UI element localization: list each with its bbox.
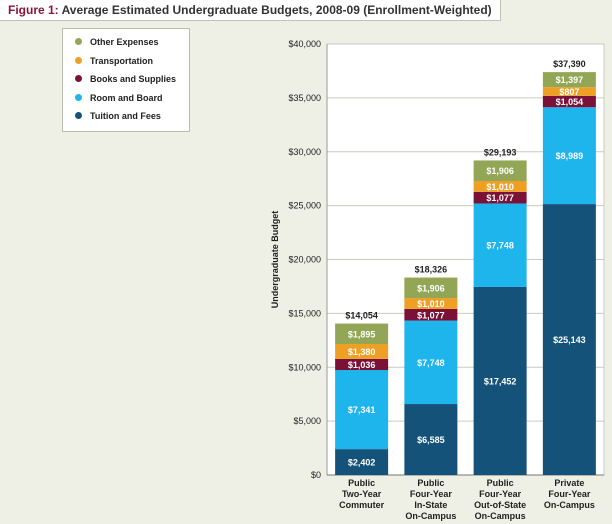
bar-transportation-2 — [404, 298, 458, 309]
category-label: Two-Year — [342, 489, 382, 499]
total-label: $29,193 — [484, 147, 517, 157]
category-label: On-Campus — [405, 511, 456, 521]
y-tick-label: $15,000 — [288, 308, 321, 318]
category-label: On-Campus — [475, 511, 526, 521]
data-label: $7,748 — [417, 358, 445, 368]
y-tick-label: $40,000 — [288, 39, 321, 49]
legend-swatch — [75, 112, 82, 120]
y-tick-label: $30,000 — [288, 147, 321, 157]
bar-tuition-and-fees-4 — [542, 204, 596, 475]
data-label: $1,895 — [348, 329, 376, 339]
legend-item: Room and Board — [75, 91, 163, 105]
data-label: $1,077 — [417, 310, 445, 320]
category-label: Public — [348, 478, 375, 488]
figure-title-text: Average Estimated Undergraduate Budgets,… — [61, 3, 492, 17]
category-label: In-State — [414, 500, 447, 510]
legend-label: Room and Board — [90, 92, 163, 103]
bar-other-expenses-4 — [542, 72, 596, 88]
bar-transportation-4 — [542, 87, 596, 96]
y-tick-label: $25,000 — [288, 201, 321, 211]
data-label: $1,010 — [486, 182, 514, 192]
legend-label: Tuition and Fees — [90, 111, 161, 121]
legend-label: Other Expenses — [90, 37, 159, 47]
legend-item: Other Expenses — [75, 35, 159, 49]
bar-room-and-board-2 — [404, 320, 458, 405]
legend-item: Books and Supplies — [75, 72, 176, 86]
data-label: $1,906 — [417, 283, 445, 293]
legend-swatch — [75, 75, 82, 83]
chart-legend: Other Expenses Transportation Books and Su… — [62, 28, 190, 132]
bar-tuition-and-fees-3 — [473, 286, 527, 475]
category-label: Commuter — [339, 500, 385, 510]
legend-item: Transportation — [75, 54, 153, 68]
bar-books-and-supplies-2 — [404, 308, 458, 321]
y-axis-label: Undergraduate Budget — [270, 211, 280, 309]
category-label: Four-Year — [479, 489, 522, 499]
y-tick-label: $20,000 — [288, 255, 321, 265]
bar-room-and-board-1 — [335, 370, 389, 450]
bar-room-and-board-3 — [473, 203, 527, 287]
category-label: Out-of-State — [474, 500, 526, 510]
data-label: $1,380 — [348, 347, 376, 357]
total-label: $14,054 — [345, 311, 378, 321]
bar-transportation-3 — [473, 180, 527, 192]
data-label: $8,989 — [556, 151, 584, 161]
data-label: $1,036 — [348, 360, 376, 370]
total-label: $18,326 — [415, 265, 448, 275]
data-label: $1,906 — [486, 166, 514, 176]
bar-other-expenses-3 — [473, 160, 527, 181]
legend-label: Books and Supplies — [90, 74, 177, 84]
figure-title: Figure 1: Average Estimated Undergraduat… — [0, 0, 501, 21]
legend-item: Tuition and Fees — [75, 109, 161, 123]
data-label: $17,452 — [484, 376, 517, 386]
legend-swatch — [75, 56, 82, 64]
bar-books-and-supplies-1 — [335, 358, 389, 371]
data-label: $1,397 — [556, 75, 584, 85]
data-label: $7,748 — [486, 241, 514, 251]
y-tick-label: $5,000 — [293, 416, 321, 426]
category-label: Public — [417, 478, 444, 488]
y-tick-label: $10,000 — [288, 362, 321, 372]
figure-title-lead: Figure 1: — [8, 3, 59, 17]
data-label: $2,402 — [348, 458, 376, 468]
total-label: $37,390 — [553, 59, 586, 69]
y-tick-label: $35,000 — [288, 93, 321, 103]
category-label: On-Campus — [544, 500, 595, 510]
bar-tuition-and-fees-1 — [335, 449, 389, 475]
data-label: $1,010 — [417, 299, 445, 309]
data-label: $6,585 — [417, 435, 445, 445]
legend-swatch — [75, 93, 82, 101]
data-label: $7,341 — [348, 405, 376, 415]
category-label: Four-Year — [548, 489, 591, 499]
data-label: $807 — [559, 87, 579, 97]
data-label: $25,143 — [553, 335, 586, 345]
y-tick-label: $0 — [311, 470, 321, 480]
bar-books-and-supplies-4 — [542, 95, 596, 108]
bar-room-and-board-4 — [542, 107, 596, 205]
bar-books-and-supplies-3 — [473, 191, 527, 204]
legend-swatch — [75, 38, 82, 46]
legend-label: Transportation — [90, 55, 154, 66]
data-label: $1,077 — [486, 193, 514, 203]
data-label: $1,054 — [556, 97, 584, 107]
bar-transportation-1 — [335, 343, 389, 359]
bar-tuition-and-fees-2 — [404, 404, 458, 475]
category-label: Public — [487, 478, 514, 488]
bar-other-expenses-2 — [404, 277, 458, 299]
category-label: Private — [554, 478, 584, 488]
category-label: Four-Year — [410, 489, 453, 499]
bar-other-expenses-1 — [335, 323, 389, 344]
